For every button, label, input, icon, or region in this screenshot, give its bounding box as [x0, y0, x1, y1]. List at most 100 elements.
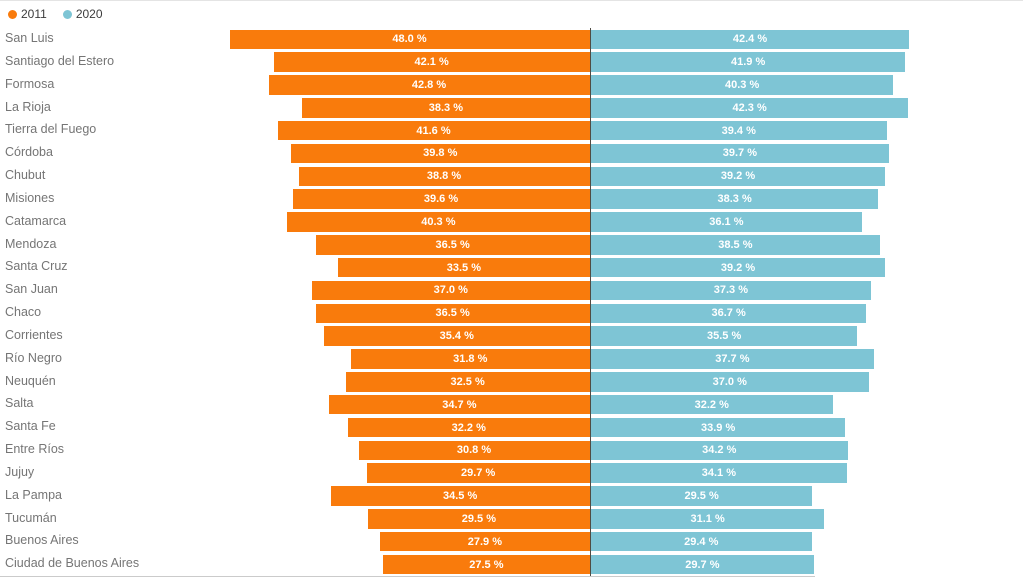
bar-2020[interactable]: 41.9 % [591, 52, 906, 72]
category-label: San Luis [5, 31, 54, 45]
category-label: Buenos Aires [5, 533, 79, 548]
value-label-2011: 30.8 % [456, 444, 492, 457]
bar-2011[interactable]: 29.7 % [366, 463, 590, 483]
bar-2011[interactable]: 27.5 % [383, 554, 590, 575]
legend-label-2011: 2011 [21, 7, 47, 21]
bar-2020[interactable]: 39.7 % [591, 143, 889, 164]
bar-2011[interactable]: 48.0 % [229, 29, 590, 49]
bar-2020[interactable]: 38.3 % [591, 189, 879, 209]
value-label-2020: 29.7 % [685, 558, 720, 571]
chart-row: Santa Cruz 33.5 % 39.2 % [0, 256, 1023, 279]
bar-2011[interactable]: 35.4 % [324, 326, 590, 346]
chart-row: Santiago del Estero 42.1 % 41.9 % [0, 51, 1023, 74]
bar-2011[interactable]: 38.8 % [298, 166, 590, 187]
value-label-2020: 29.5 % [684, 490, 719, 503]
bar-2011[interactable]: 39.8 % [291, 143, 590, 164]
bar-2020[interactable]: 37.7 % [591, 349, 874, 369]
value-label-2011: 27.9 % [467, 535, 502, 548]
bar-2020[interactable]: 42.3 % [591, 98, 909, 118]
bar-2020[interactable]: 42.4 % [591, 29, 909, 49]
category-label: Misiones [5, 190, 55, 205]
value-label-2011: 42.8 % [411, 78, 447, 91]
value-label-2011: 38.3 % [428, 101, 463, 114]
bar-2011[interactable]: 42.8 % [268, 75, 590, 95]
bar-2020[interactable]: 29.7 % [591, 554, 814, 575]
chart-row: Tucumán 29.5 % 31.1 % [0, 508, 1023, 531]
bar-2011[interactable]: 32.2 % [348, 417, 590, 438]
bar-2011[interactable]: 39.6 % [292, 189, 590, 209]
chart-row: La Pampa 34.5 % 29.5 % [0, 485, 1023, 508]
value-label-2011: 31.8 % [453, 353, 488, 365]
bar-2011[interactable]: 34.7 % [329, 394, 590, 415]
bar-2020[interactable]: 37.3 % [591, 280, 871, 301]
bar-2011[interactable]: 30.8 % [358, 440, 590, 461]
bar-2011[interactable]: 29.5 % [368, 509, 590, 529]
bar-2020[interactable]: 39.2 % [591, 257, 885, 278]
chart-row: Ciudad de Buenos Aires 27.5 % 29.7 % [0, 553, 1023, 576]
chart-row: Jujuy 29.7 % 34.1 % [0, 462, 1023, 485]
value-label-2020: 42.4 % [732, 33, 768, 46]
chart-row: San Luis 48.0 % 42.4 % [0, 28, 1023, 51]
chart-row: Catamarca 40.3 % 36.1 % [0, 211, 1023, 234]
category-label: Mendoza [5, 236, 57, 251]
bar-2020[interactable]: 32.2 % [591, 394, 833, 415]
legend-item-2020[interactable]: 2020 [62, 7, 103, 21]
bar-2020[interactable]: 38.5 % [591, 235, 880, 255]
bar-2011[interactable]: 27.9 % [380, 531, 590, 552]
value-label-2020: 35.5 % [707, 330, 742, 343]
legend-label-2020: 2020 [75, 7, 103, 21]
value-label-2020: 32.2 % [694, 398, 729, 411]
bar-2020[interactable]: 34.1 % [591, 463, 847, 483]
value-label-2011: 42.1 % [414, 56, 449, 69]
value-label-2020: 41.9 % [731, 56, 766, 69]
bar-2011[interactable]: 38.3 % [302, 98, 590, 118]
bar-2011[interactable]: 37.0 % [312, 280, 590, 301]
bar-2020[interactable]: 36.1 % [591, 212, 862, 232]
value-label-2011: 32.2 % [451, 421, 486, 434]
value-label-2020: 39.7 % [722, 147, 757, 160]
bar-2020[interactable]: 39.4 % [591, 120, 887, 141]
chart-row: Chubut 38.8 % 39.2 % [0, 165, 1023, 188]
value-label-2011: 38.8 % [426, 170, 462, 183]
category-label: Río Negro [5, 350, 62, 365]
bar-2011[interactable]: 31.8 % [351, 349, 590, 369]
category-label: Catamarca [5, 213, 67, 228]
category-label: Córdoba [5, 145, 53, 160]
bar-2020[interactable]: 29.4 % [591, 531, 812, 552]
value-label-2011: 48.0 % [392, 33, 427, 46]
value-label-2020: 36.7 % [711, 307, 746, 320]
bar-2011[interactable]: 33.5 % [338, 257, 590, 278]
category-label: Ciudad de Buenos Aires [5, 556, 140, 571]
bar-2020[interactable]: 35.5 % [591, 326, 858, 346]
bar-2011[interactable]: 40.3 % [287, 212, 590, 232]
bar-2020[interactable]: 31.1 % [591, 509, 825, 529]
bar-2020[interactable]: 39.2 % [591, 166, 885, 187]
bottom-axis-line [0, 575, 815, 577]
bar-2011[interactable]: 36.5 % [315, 303, 590, 324]
bar-2020[interactable]: 34.2 % [591, 440, 848, 461]
bar-2011[interactable]: 36.5 % [315, 235, 590, 255]
value-label-2020: 29.4 % [684, 535, 719, 548]
value-label-2011: 35.4 % [439, 330, 474, 343]
bar-2011[interactable]: 32.5 % [345, 372, 590, 392]
chart-row: Entre Ríos 30.8 % 34.2 % [0, 439, 1023, 462]
bar-2011[interactable]: 34.5 % [330, 486, 590, 506]
chart-row: Salta 34.7 % 32.2 % [0, 393, 1023, 416]
value-label-2011: 41.6 % [416, 124, 451, 137]
value-label-2011: 37.0 % [433, 284, 468, 297]
bar-2020[interactable]: 36.7 % [591, 303, 867, 324]
legend-item-2011[interactable]: 2011 [8, 7, 47, 21]
category-label: Chubut [5, 168, 46, 183]
bar-2011[interactable]: 41.6 % [277, 120, 590, 141]
value-label-2011: 29.7 % [461, 467, 496, 480]
bar-2020[interactable]: 40.3 % [591, 75, 894, 95]
category-label: Entre Ríos [5, 442, 65, 457]
bar-2011[interactable]: 42.1 % [273, 52, 590, 72]
value-label-2011: 36.5 % [435, 238, 470, 251]
chart-row: Formosa 42.8 % 40.3 % [0, 74, 1023, 97]
legend-dot-2020-icon [62, 9, 72, 19]
bar-2020[interactable]: 29.5 % [591, 486, 813, 506]
bar-2020[interactable]: 33.9 % [591, 417, 846, 438]
bar-2020[interactable]: 37.0 % [591, 372, 869, 392]
